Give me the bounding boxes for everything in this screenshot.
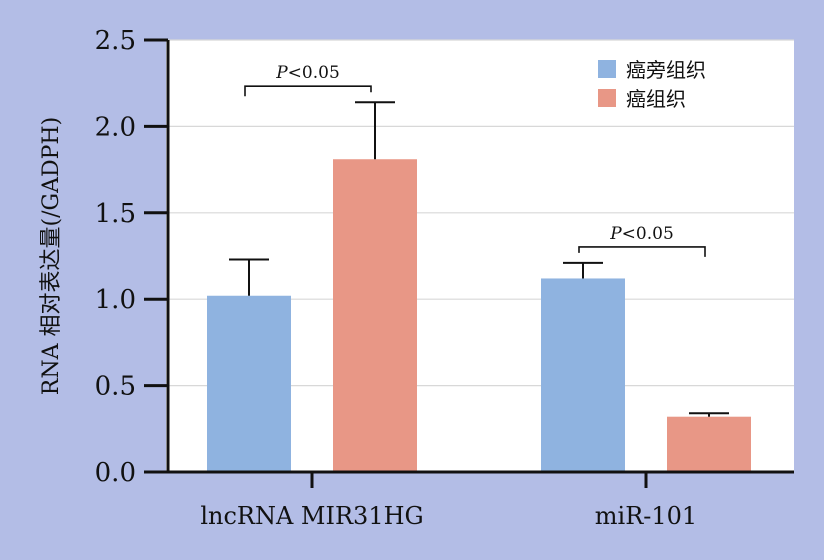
legend-swatch <box>598 89 616 107</box>
significance-bracket <box>578 246 706 257</box>
significance-label: P<0.05 <box>275 63 340 83</box>
y-tick-label: 0.0 <box>95 458 136 488</box>
legend-swatch <box>598 60 616 78</box>
significance-label: P<0.05 <box>609 224 674 244</box>
axes: 0.0 0.5 1.0 1.5 2.0 2.5 lncRNA MIR31HG miR-101 <box>95 26 794 530</box>
bar <box>207 295 291 472</box>
y-tick-label: 2.5 <box>95 26 136 56</box>
y-tick-label: 0.5 <box>95 372 136 402</box>
bar <box>333 159 417 472</box>
y-tick-label: 2.0 <box>95 112 136 142</box>
significance-brackets: P<0.05 P<0.05 <box>244 63 706 257</box>
y-axis-label: RNA 相对表达量(/GADPH) <box>39 117 64 395</box>
legend-label: 癌旁组织 <box>626 58 706 82</box>
legend-label: 癌组织 <box>626 87 686 111</box>
y-tick-label: 1.0 <box>95 285 136 315</box>
x-tick-label: lncRNA MIR31HG <box>200 502 423 530</box>
bar <box>541 278 625 472</box>
error-bars <box>229 101 729 417</box>
x-tick-label: miR-101 <box>595 502 697 530</box>
significance-bracket <box>244 85 372 97</box>
bars <box>207 159 751 472</box>
bar <box>667 416 751 472</box>
y-tick-label: 1.5 <box>95 199 136 229</box>
